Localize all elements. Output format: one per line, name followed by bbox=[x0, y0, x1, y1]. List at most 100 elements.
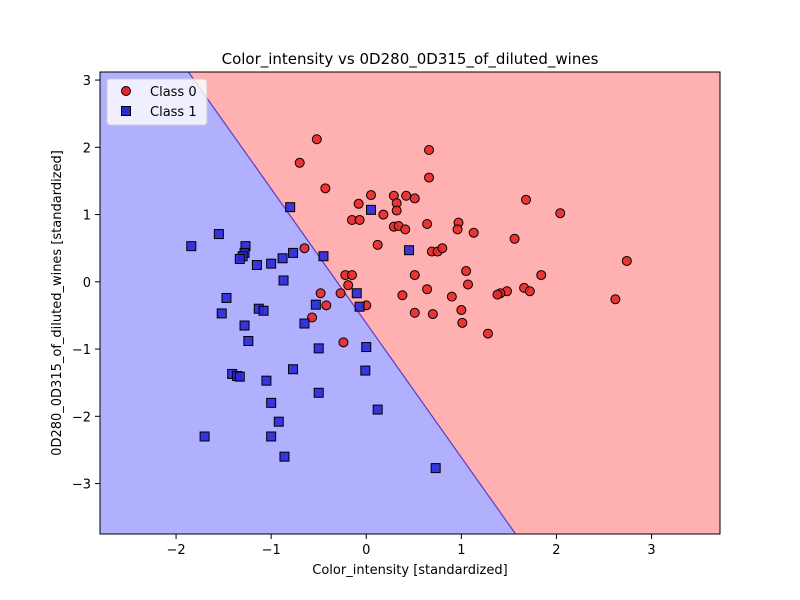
axes-frame bbox=[99, 71, 721, 535]
data-point-class-0 bbox=[311, 134, 322, 145]
data-point-class-0 bbox=[307, 312, 318, 323]
data-point-class-1 bbox=[234, 253, 245, 264]
y-tick-label: 1 bbox=[83, 209, 91, 224]
legend-label-class-0: Class 0 bbox=[150, 85, 197, 100]
data-point-class-0 bbox=[391, 205, 402, 216]
data-point-class-0 bbox=[320, 183, 331, 194]
data-point-class-0 bbox=[524, 286, 535, 297]
data-point-class-1 bbox=[361, 342, 372, 353]
data-point-class-0 bbox=[366, 190, 377, 201]
legend-label-class-1: Class 1 bbox=[150, 105, 197, 120]
data-point-class-0 bbox=[409, 270, 420, 281]
data-point-class-0 bbox=[446, 291, 457, 302]
y-axis-label: 0D280_0D315_of_diluted_wines [standardiz… bbox=[50, 150, 65, 456]
data-point-class-1 bbox=[243, 335, 254, 346]
data-point-class-1 bbox=[266, 258, 277, 269]
data-point-class-1 bbox=[318, 251, 329, 262]
data-point-class-0 bbox=[343, 280, 354, 291]
y-tick-label: 3 bbox=[83, 74, 91, 89]
data-point-class-1 bbox=[279, 451, 290, 462]
data-point-class-0 bbox=[610, 294, 621, 305]
data-point-class-0 bbox=[321, 300, 332, 311]
data-point-class-1 bbox=[285, 202, 296, 213]
chart-title: Color_intensity vs 0D280_0D315_of_dilute… bbox=[222, 50, 599, 69]
legend-box bbox=[106, 78, 208, 126]
data-point-class-1 bbox=[251, 260, 262, 271]
data-point-class-0 bbox=[509, 233, 520, 244]
data-point-class-0 bbox=[536, 270, 547, 281]
data-point-class-0 bbox=[482, 328, 493, 339]
data-point-class-0 bbox=[621, 255, 632, 266]
data-point-class-0 bbox=[400, 224, 411, 235]
data-point-class-0 bbox=[422, 284, 433, 295]
x-axis: −2 −1 0 1 2 3 bbox=[166, 534, 656, 558]
data-point-class-0 bbox=[378, 209, 389, 220]
x-tick-label: 0 bbox=[362, 543, 370, 558]
region-class-1 bbox=[100, 72, 516, 534]
data-point-class-0 bbox=[294, 157, 305, 168]
x-tick-label: 3 bbox=[647, 543, 655, 558]
data-point-class-1 bbox=[360, 365, 371, 376]
data-point-class-0 bbox=[424, 172, 435, 183]
data-point-class-0 bbox=[409, 307, 420, 318]
data-point-class-0 bbox=[338, 337, 349, 348]
data-point-class-1 bbox=[313, 387, 324, 398]
data-point-class-0 bbox=[452, 224, 463, 235]
data-point-class-1 bbox=[351, 288, 362, 299]
data-point-class-0 bbox=[409, 193, 420, 204]
data-point-class-1 bbox=[266, 431, 277, 442]
data-point-class-1 bbox=[310, 299, 321, 310]
legend-marker-class-1 bbox=[121, 106, 131, 116]
y-tick-label: −3 bbox=[72, 478, 91, 493]
data-point-class-0 bbox=[456, 305, 467, 316]
data-point-class-1 bbox=[239, 320, 250, 331]
data-point-class-1 bbox=[258, 305, 269, 316]
x-tick-label: 1 bbox=[457, 543, 465, 558]
data-point-class-1 bbox=[234, 371, 245, 382]
data-point-class-0 bbox=[299, 243, 310, 254]
data-point-class-1 bbox=[221, 292, 232, 303]
data-point-class-0 bbox=[555, 208, 566, 219]
x-tick-label: −1 bbox=[262, 543, 281, 558]
data-point-class-0 bbox=[457, 317, 468, 328]
data-point-class-0 bbox=[424, 145, 435, 156]
data-point-class-0 bbox=[372, 239, 383, 250]
data-point-class-1 bbox=[186, 241, 197, 252]
data-point-class-0 bbox=[521, 194, 532, 205]
data-point-class-1 bbox=[430, 463, 441, 474]
data-point-class-1 bbox=[277, 253, 288, 264]
data-point-class-1 bbox=[213, 229, 224, 240]
data-point-class-1 bbox=[288, 247, 299, 258]
data-point-class-1 bbox=[288, 364, 299, 375]
data-point-class-0 bbox=[427, 309, 438, 320]
data-point-class-0 bbox=[463, 279, 474, 290]
data-point-class-0 bbox=[401, 190, 412, 201]
data-point-class-0 bbox=[422, 218, 433, 229]
data-point-class-1 bbox=[404, 245, 415, 256]
x-axis-label: Color_intensity [standardized] bbox=[312, 563, 507, 578]
data-point-class-1 bbox=[372, 404, 383, 415]
data-point-class-1 bbox=[216, 308, 227, 319]
data-point-class-1 bbox=[261, 375, 272, 386]
data-point-class-0 bbox=[346, 270, 357, 281]
plot-area bbox=[100, 72, 720, 534]
data-point-class-1 bbox=[278, 275, 289, 286]
data-point-class-1 bbox=[199, 431, 210, 442]
data-point-class-0 bbox=[461, 266, 472, 277]
legend-marker-class-0 bbox=[121, 86, 131, 96]
data-point-class-0 bbox=[354, 214, 365, 225]
x-tick-label: 2 bbox=[552, 543, 560, 558]
data-point-class-1 bbox=[366, 204, 377, 215]
data-point-class-0 bbox=[397, 290, 408, 301]
data-point-class-0 bbox=[315, 288, 326, 299]
y-tick-label: 2 bbox=[83, 141, 91, 156]
data-point-class-1 bbox=[273, 416, 284, 427]
legend: Class 0 Class 1 bbox=[106, 78, 208, 126]
data-point-class-1 bbox=[354, 301, 365, 312]
data-point-class-0 bbox=[335, 288, 346, 299]
data-point-class-0 bbox=[353, 198, 364, 209]
data-point-class-1 bbox=[299, 318, 310, 329]
y-tick-label: −2 bbox=[72, 410, 91, 425]
